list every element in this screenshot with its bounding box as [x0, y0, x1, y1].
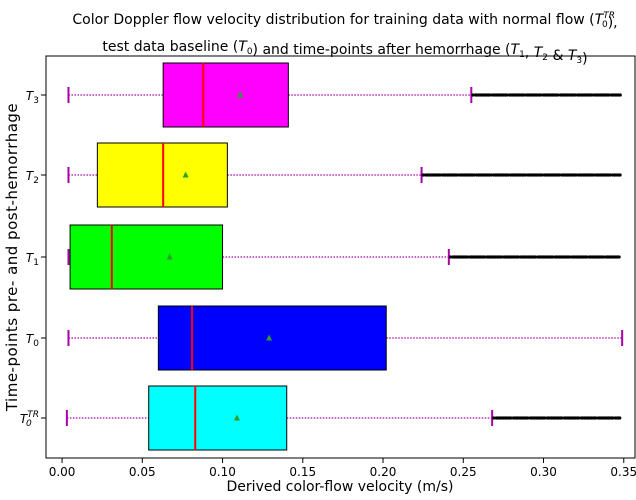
iqr-box — [69, 224, 224, 290]
outlier-point — [573, 93, 577, 97]
outlier-point — [594, 416, 598, 420]
outlier-point — [505, 93, 509, 97]
outlier-point — [506, 173, 510, 177]
outlier-point — [509, 416, 513, 420]
outlier-point — [465, 255, 470, 259]
y-axis-label: Time-points pre- and post-hemorrhage — [3, 103, 21, 412]
outlier-point — [539, 93, 543, 97]
outlier-point — [560, 416, 564, 420]
box-series-group — [65, 62, 624, 451]
outlier-point — [550, 255, 555, 259]
box-series-0 — [65, 385, 622, 451]
outlier-point — [499, 255, 504, 259]
mean-marker — [166, 253, 173, 260]
y-tick-label: T1 — [26, 251, 39, 268]
outlier-point — [523, 173, 527, 177]
outliers — [421, 173, 622, 177]
outlier-point — [438, 173, 442, 177]
outlier-point — [482, 255, 487, 259]
outlier-point — [526, 416, 530, 420]
outlier-point — [472, 173, 476, 177]
x-tick-label: 0.10 — [209, 465, 236, 479]
x-tick-label: 0.00 — [49, 465, 76, 479]
box-series-4 — [67, 62, 622, 128]
outlier-point — [540, 173, 544, 177]
outlier-point — [489, 173, 493, 177]
outlier-point — [618, 173, 622, 177]
outlier-point — [617, 255, 621, 259]
outliers — [492, 416, 622, 420]
x-tick-label: 0.15 — [289, 465, 316, 479]
mean-marker — [266, 334, 273, 341]
y-tick-label: T3 — [26, 89, 39, 106]
outliers — [471, 93, 622, 97]
x-axis-label: Derived color-flow velocity (m/s) — [227, 479, 454, 495]
x-tick-label: 0.35 — [610, 465, 636, 479]
outlier-point — [488, 93, 492, 97]
outlier-point — [522, 93, 526, 97]
outlier-point — [590, 93, 594, 97]
outliers — [448, 255, 621, 259]
iqr-box — [148, 385, 288, 451]
outlier-point — [471, 93, 475, 97]
x-tick-label: 0.05 — [129, 465, 156, 479]
outlier-point — [618, 93, 622, 97]
chart-title-line-2: test data baseline (T0) and time-points … — [102, 39, 587, 67]
chart-title-line-1: Color Doppler flow velocity distribution… — [72, 11, 617, 31]
y-axis: TTR 0 T0 T1 T2 T3 — [20, 89, 46, 429]
y-tick-label: T2 — [26, 169, 39, 186]
outlier-point — [421, 173, 425, 177]
iqr-box — [157, 305, 387, 371]
x-tick-label: 0.20 — [370, 465, 397, 479]
mean-marker — [237, 91, 244, 98]
outlier-point — [618, 416, 622, 420]
y-tick-label: TTR 0 — [20, 410, 39, 429]
box-series-1 — [67, 305, 624, 371]
outlier-point — [601, 255, 606, 259]
outlier-point — [611, 416, 615, 420]
x-tick-label: 0.25 — [450, 465, 477, 479]
outlier-point — [516, 255, 521, 259]
outlier-point — [492, 416, 496, 420]
outlier-point — [557, 173, 561, 177]
outlier-point — [577, 416, 581, 420]
outlier-point — [574, 173, 578, 177]
x-tick-label: 0.30 — [530, 465, 557, 479]
outlier-point — [455, 173, 459, 177]
outlier-point — [567, 255, 572, 259]
mean-marker — [233, 414, 240, 421]
y-tick-label: T0 — [26, 332, 39, 349]
outlier-point — [448, 255, 453, 259]
outlier-point — [556, 93, 560, 97]
mean-marker — [182, 171, 189, 178]
outlier-point — [607, 93, 611, 97]
outlier-point — [608, 173, 612, 177]
outlier-point — [543, 416, 547, 420]
box-series-3 — [67, 142, 622, 208]
iqr-box — [162, 62, 289, 128]
outlier-point — [533, 255, 538, 259]
outlier-point — [584, 255, 589, 259]
x-axis: 0.00 0.05 0.10 0.15 0.20 0.25 0.30 0.35 — [49, 458, 636, 479]
outlier-point — [591, 173, 595, 177]
box-series-2 — [67, 224, 621, 290]
